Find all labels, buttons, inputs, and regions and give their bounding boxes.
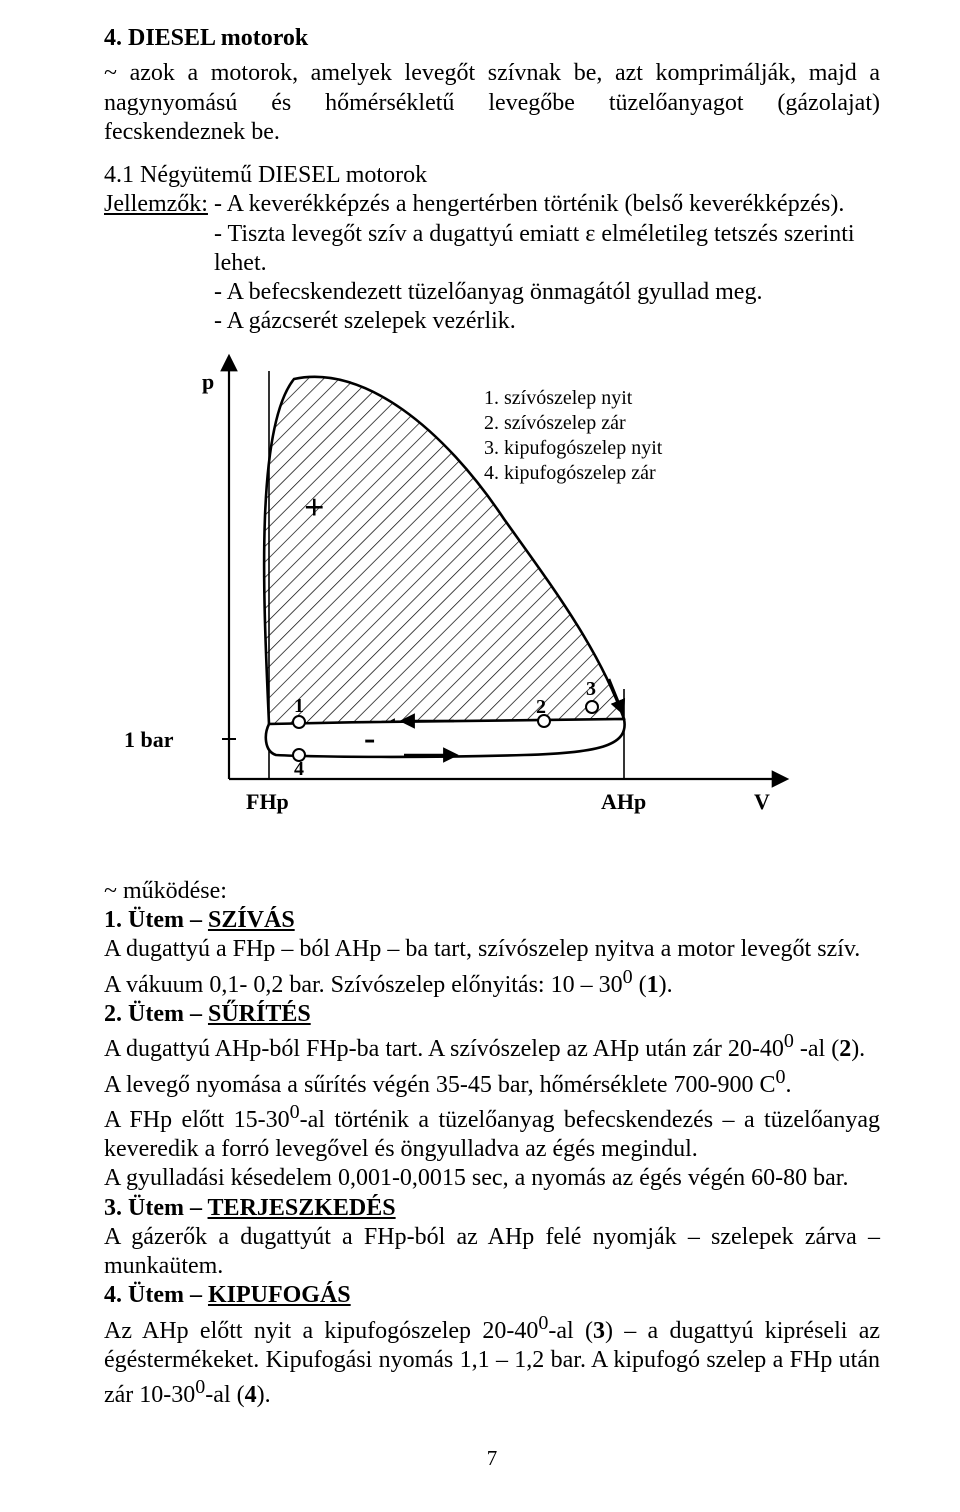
- marker-1: [293, 716, 305, 728]
- fhp-label: FHp: [246, 789, 289, 814]
- one-bar-label: 1 bar: [124, 727, 174, 752]
- features-list: - A keverékképzés a hengertérben történi…: [214, 190, 880, 336]
- axis-label-p: p: [202, 369, 214, 394]
- stroke-2-title: 2. Ütem – SŰRÍTÉS: [104, 1000, 880, 1029]
- features-label: Jellemzők:: [104, 190, 214, 336]
- marker-3-label: 3: [586, 678, 596, 700]
- stroke-4-body: Az AHp előtt nyit a kipufogószelep 20-40…: [104, 1311, 880, 1411]
- pumping-loop: [266, 719, 625, 757]
- legend-item: 4. kipufogószelep zár: [484, 462, 656, 484]
- stroke-1-body: A dugattyú a FHp – ból AHp – ba tart, sz…: [104, 935, 880, 1000]
- stroke-3-body: A gázerők a dugattyút a FHp-ból az AHp f…: [104, 1223, 880, 1282]
- marker-1-label: 1: [294, 695, 304, 717]
- subsection-title: 4.1 Négyütemű DIESEL motorok: [104, 161, 880, 190]
- feature-item: - Tiszta levegőt szív a dugattyú emiatt …: [214, 220, 880, 279]
- stroke-3-title: 3. Ütem – TERJESZKEDÉS: [104, 1194, 880, 1223]
- page-number: 7: [104, 1446, 880, 1472]
- plus-label: +: [304, 487, 325, 527]
- pv-diagram: p 1 bar FHp AHp V + -: [104, 349, 880, 867]
- stroke-1-title: 1. Ütem – SZÍVÁS: [104, 906, 880, 935]
- v-label: V: [754, 789, 770, 814]
- pv-diagram-svg: p 1 bar FHp AHp V + -: [104, 349, 864, 859]
- stroke-4-title: 4. Ütem – KIPUFOGÁS: [104, 1281, 880, 1310]
- marker-2-label: 2: [536, 696, 546, 718]
- legend-item: 3. kipufogószelep nyit: [484, 437, 663, 459]
- feature-item: - A befecskendezett tüzelőanyag önmagátó…: [214, 278, 880, 307]
- features-block: Jellemzők: - A keverékképzés a hengertér…: [104, 190, 880, 336]
- operation-label: ~ működése:: [104, 877, 880, 906]
- legend-item: 2. szívószelep zár: [484, 412, 626, 434]
- intro-paragraph: ~ azok a motorok, amelyek levegőt szívna…: [104, 59, 880, 147]
- feature-item: - A gázcserét szelepek vezérlik.: [214, 307, 880, 336]
- section-title: 4. DIESEL motorok: [104, 24, 880, 53]
- page: 4. DIESEL motorok ~ azok a motorok, amel…: [0, 0, 960, 1512]
- marker-3: [586, 701, 598, 713]
- minus-label: -: [364, 720, 375, 757]
- ahp-label: AHp: [601, 789, 646, 814]
- legend-item: 1. szívószelep nyit: [484, 387, 633, 409]
- marker-4-label: 4: [294, 758, 304, 780]
- feature-item: - A keverékképzés a hengertérben történi…: [214, 190, 880, 219]
- stroke-2-body: A dugattyú AHp-ból FHp-ba tart. A szívós…: [104, 1029, 880, 1193]
